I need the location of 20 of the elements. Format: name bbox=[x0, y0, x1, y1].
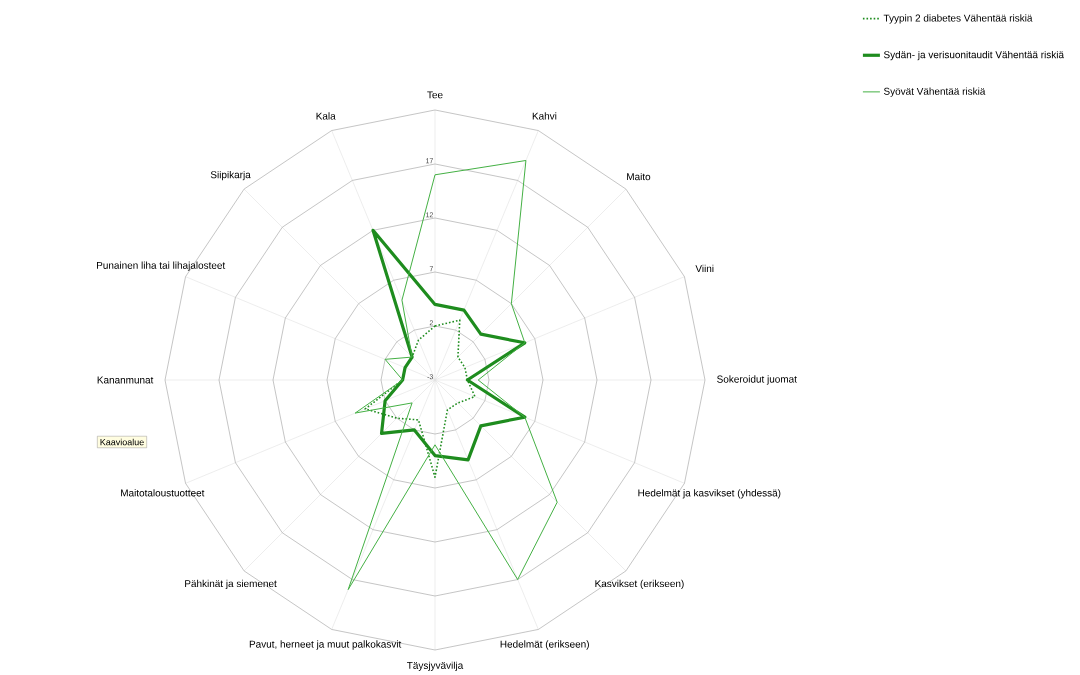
spoke-label: Maitotaloustuotteet bbox=[121, 489, 205, 497]
spoke-label: Pähkinät ja siemenet bbox=[185, 579, 277, 590]
spoke-label: Viini bbox=[695, 264, 714, 273]
spoke-label: Hedelmät ja kasvikset (yhdessä) bbox=[638, 489, 781, 499]
text: Kaavioalue bbox=[100, 438, 144, 446]
spoke-label: Kananmunat bbox=[97, 376, 154, 384]
legend-label: Tyypin 2 diabetes Vähentää riskiä bbox=[883, 14, 1033, 24]
spoke-label: Kasvikset (erikseen) bbox=[595, 579, 684, 590]
legend-label: Syövät Vähentää riskiä bbox=[883, 87, 986, 97]
spoke-label: Maito bbox=[627, 172, 651, 181]
spoke-label: Siipikarja bbox=[210, 170, 251, 181]
spoke-label: Tee bbox=[427, 91, 443, 99]
spoke-label: Hedelmät (erikseen) bbox=[500, 640, 589, 650]
spoke-label: Kala bbox=[316, 112, 336, 120]
spoke-label: Täysjyvävilja bbox=[406, 661, 464, 671]
spoke-label: Sokeroidut juomat bbox=[717, 375, 797, 385]
spoke-label: Pavut, herneet ja muut palkokasvit bbox=[249, 640, 402, 650]
legend-label: Sydän- ja verisuonitaudit Vähentää riskiä bbox=[883, 50, 1065, 61]
spoke-label: Kahvi bbox=[532, 112, 557, 120]
spoke-label: Punainen liha tai lihajalosteet bbox=[97, 261, 226, 271]
